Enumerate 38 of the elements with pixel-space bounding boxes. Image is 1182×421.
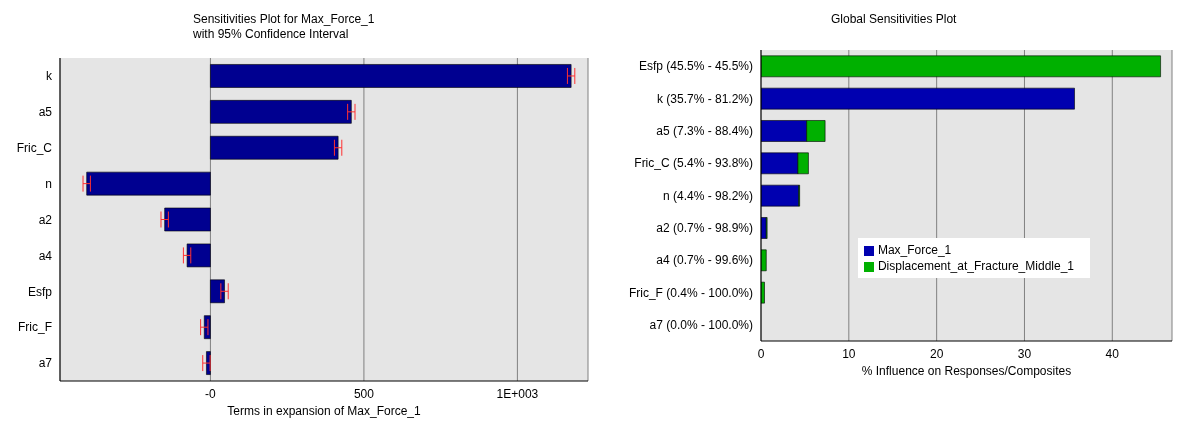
chart-title: Sensitivities Plot for Max_Force_1 with 95% Confidence Interval	[193, 12, 376, 42]
y-tick-label: a5	[38, 105, 53, 120]
bar	[210, 64, 572, 88]
y-tick-label: n	[45, 176, 52, 191]
y-tick-label: a2 (0.7% - 98.9%)	[656, 221, 753, 236]
bar	[186, 243, 211, 268]
chart-title: Global Sensitivities Plot	[831, 12, 958, 27]
y-tick-label: n (4.4% - 98.2%)	[662, 188, 753, 203]
x-axis-title: % Influence on Responses/Composites	[861, 364, 1072, 378]
bar	[210, 135, 339, 160]
x-tick-label: 40	[1105, 346, 1120, 361]
x-tick-label: -0	[205, 386, 217, 401]
x-tick-label: 20	[929, 346, 944, 361]
y-tick-label: Esfp	[27, 284, 53, 299]
x-axis-title: Terms in expansion of Max_Force_1	[227, 404, 422, 418]
bar	[164, 207, 211, 232]
y-tick-label: a7 (0.0% - 100.0%)	[649, 318, 753, 333]
bar	[86, 171, 211, 196]
bar	[210, 100, 352, 124]
x-tick-label: 30	[1017, 346, 1032, 361]
y-tick-label: a4	[38, 248, 53, 263]
x-tick-label: 0	[757, 346, 765, 361]
y-tick-label: a7	[38, 356, 53, 371]
y-tick-label: Fric_C	[16, 140, 53, 155]
y-tick-label: k (35.7% - 81.2%)	[656, 91, 753, 106]
x-tick-label: 10	[842, 346, 856, 361]
x-tick-label: 500	[353, 386, 375, 401]
y-tick-label: k	[46, 69, 53, 84]
y-tick-label: Fric_F	[18, 320, 52, 335]
legend-label: Max_Force_1	[877, 243, 952, 257]
legend-label: Displacement_at_Fracture_Middle_1	[877, 259, 1074, 273]
y-tick-label: Fric_F (0.4% - 100.0%)	[628, 285, 753, 300]
y-tick-label: a5 (7.3% - 88.4%)	[656, 124, 753, 139]
y-tick-label: a2	[38, 212, 53, 227]
x-tick-label: 1E+003	[496, 386, 539, 401]
y-tick-label: Esfp (45.5% - 45.5%)	[638, 59, 753, 74]
y-tick-label: a4 (0.7% - 99.6%)	[656, 253, 753, 268]
y-tick-label: Fric_C (5.4% - 93.8%)	[634, 156, 753, 171]
